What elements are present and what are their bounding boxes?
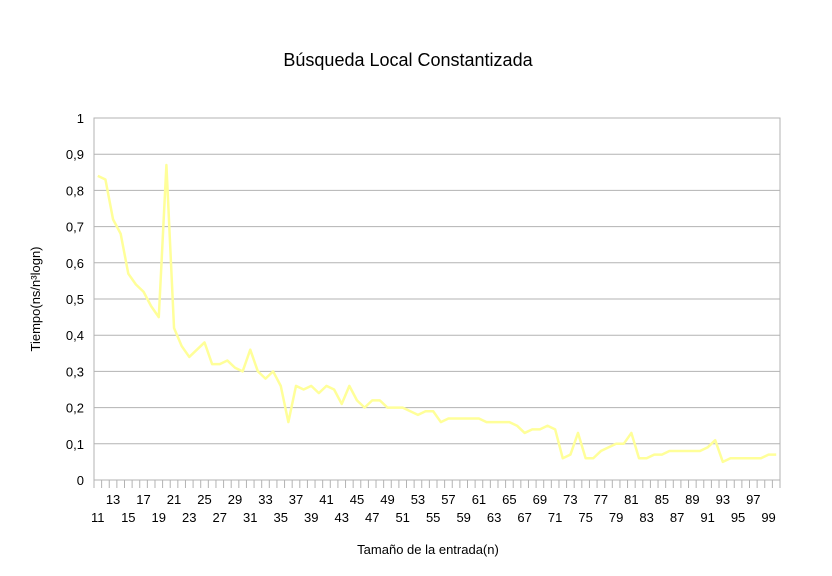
x-tick-label: 87 bbox=[670, 510, 684, 525]
x-tick-label: 95 bbox=[731, 510, 745, 525]
x-tick-label: 19 bbox=[152, 510, 166, 525]
x-tick-label: 37 bbox=[289, 492, 303, 507]
x-tick-label: 71 bbox=[548, 510, 562, 525]
x-tick-label: 45 bbox=[350, 492, 364, 507]
x-tick-label: 49 bbox=[380, 492, 394, 507]
x-tick-label: 13 bbox=[106, 492, 120, 507]
x-tick-label: 67 bbox=[517, 510, 531, 525]
x-tick-label: 33 bbox=[258, 492, 272, 507]
y-tick-label: 0,6 bbox=[66, 256, 84, 271]
x-tick-label: 65 bbox=[502, 492, 516, 507]
y-tick-label: 0,1 bbox=[66, 437, 84, 452]
x-tick-label: 35 bbox=[274, 510, 288, 525]
x-tick-label: 85 bbox=[655, 492, 669, 507]
y-tick-label: 0,5 bbox=[66, 292, 84, 307]
x-tick-label: 93 bbox=[716, 492, 730, 507]
x-tick-label: 61 bbox=[472, 492, 486, 507]
series-line bbox=[97, 163, 777, 464]
x-tick-label: 75 bbox=[578, 510, 592, 525]
x-tick-label: 69 bbox=[533, 492, 547, 507]
x-tick-label: 91 bbox=[700, 510, 714, 525]
x-tick-label: 59 bbox=[456, 510, 470, 525]
x-tick-label: 79 bbox=[609, 510, 623, 525]
x-tick-label: 51 bbox=[395, 510, 409, 525]
x-tick-labels: 1113151719212325272931333537394143454749… bbox=[91, 480, 781, 525]
x-tick-label: 83 bbox=[639, 510, 653, 525]
y-tick-labels: 0 0,1 0,2 0,3 0,4 0,5 0,6 0,7 0,8 0,9 1 bbox=[66, 111, 84, 488]
y-tick-label: 0,8 bbox=[66, 183, 84, 198]
x-tick-label: 73 bbox=[563, 492, 577, 507]
x-tick-label: 39 bbox=[304, 510, 318, 525]
x-tick-label: 31 bbox=[243, 510, 257, 525]
x-tick-label: 27 bbox=[213, 510, 227, 525]
gridlines bbox=[94, 117, 780, 481]
x-tick-label: 89 bbox=[685, 492, 699, 507]
x-tick-label: 97 bbox=[746, 492, 760, 507]
x-tick-label: 17 bbox=[136, 492, 150, 507]
y-tick-label: 0,9 bbox=[66, 147, 84, 162]
x-tick-label: 53 bbox=[411, 492, 425, 507]
y-tick-label: 0 bbox=[77, 473, 84, 488]
x-tick-label: 47 bbox=[365, 510, 379, 525]
y-tick-label: 0,3 bbox=[66, 364, 84, 379]
x-tick-label: 15 bbox=[121, 510, 135, 525]
x-tick-label: 43 bbox=[334, 510, 348, 525]
x-tick-label: 99 bbox=[761, 510, 775, 525]
x-tick-label: 63 bbox=[487, 510, 501, 525]
x-tick-label: 55 bbox=[426, 510, 440, 525]
y-tick-label: 1 bbox=[77, 111, 84, 126]
x-tick-label: 41 bbox=[319, 492, 333, 507]
x-tick-label: 23 bbox=[182, 510, 196, 525]
x-tick-label: 81 bbox=[624, 492, 638, 507]
y-tick-label: 0,4 bbox=[66, 328, 84, 343]
chart-title: Búsqueda Local Constantizada bbox=[283, 50, 533, 70]
y-axis-label: Tiempo(ns/n³logn) bbox=[28, 246, 43, 351]
x-tick-label: 29 bbox=[228, 492, 242, 507]
x-tick-label: 57 bbox=[441, 492, 455, 507]
x-tick-label: 21 bbox=[167, 492, 181, 507]
x-tick-label: 11 bbox=[91, 510, 105, 525]
x-tick-label: 77 bbox=[594, 492, 608, 507]
x-axis-label: Tamaño de la entrada(n) bbox=[357, 542, 499, 557]
y-tick-label: 0,2 bbox=[66, 401, 84, 416]
y-tick-label: 0,7 bbox=[66, 220, 84, 235]
x-tick-label: 25 bbox=[197, 492, 211, 507]
